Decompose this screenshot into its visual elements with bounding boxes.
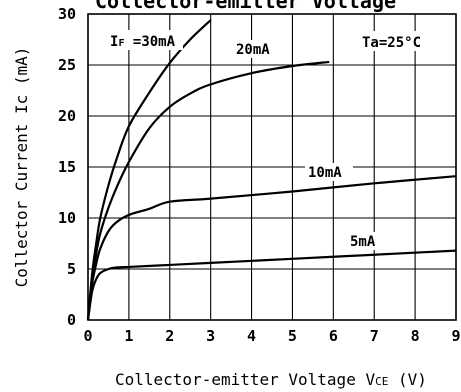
series-label-20ma: 20mA: [236, 42, 270, 58]
x-axis-label: Collector-emitter Voltage VCE (V): [115, 370, 427, 389]
label-10ma-mask: [305, 163, 353, 181]
series-line-1: [86, 60, 330, 321]
y-tick-label: 20: [58, 107, 76, 125]
x-tick-label: 6: [329, 327, 338, 345]
grid: [87, 13, 457, 321]
series-label-10ma: 10mA: [308, 165, 342, 181]
y-tick-label: 25: [58, 56, 76, 74]
x-tick-label: 3: [206, 327, 215, 345]
x-tick-label: 2: [165, 327, 174, 345]
x-tick-label: 5: [288, 327, 297, 345]
y-tick-label: 30: [58, 5, 76, 23]
series-label-30ma: IF =30mA: [110, 34, 176, 50]
x-tick-label: 9: [451, 327, 460, 345]
series-line-3: [86, 249, 457, 321]
series-group: [86, 19, 457, 321]
label-30ma-mask: [107, 30, 183, 50]
x-tick-label: 4: [247, 327, 256, 345]
label-20ma-mask: [233, 40, 281, 58]
chart-title: Collector-emitter Voltage: [95, 0, 396, 13]
x-tick-label: 7: [370, 327, 379, 345]
y-tick-label: 10: [58, 209, 76, 227]
tick-labels: 0 1 2 3 4 5 6 7 8 9 0 5 10 15 20 25 30: [58, 5, 461, 345]
label-5ma-mask: [347, 232, 387, 250]
y-tick-label: 5: [67, 260, 76, 278]
series-line-2: [86, 175, 457, 321]
x-tick-label: 8: [411, 327, 420, 345]
plot-frame: [87, 13, 457, 321]
y-tick-label: 15: [58, 158, 76, 176]
x-tick-label: 1: [124, 327, 133, 345]
x-tick-label: 0: [83, 327, 92, 345]
y-tick-label: 0: [67, 311, 76, 329]
series-line-0: [86, 19, 212, 321]
condition-label: Ta=25°C: [362, 35, 421, 51]
series-label-5ma: 5mA: [350, 234, 376, 250]
y-axis-label: Collector Current Ic (mA): [12, 47, 31, 288]
condition-mask: [357, 31, 439, 51]
